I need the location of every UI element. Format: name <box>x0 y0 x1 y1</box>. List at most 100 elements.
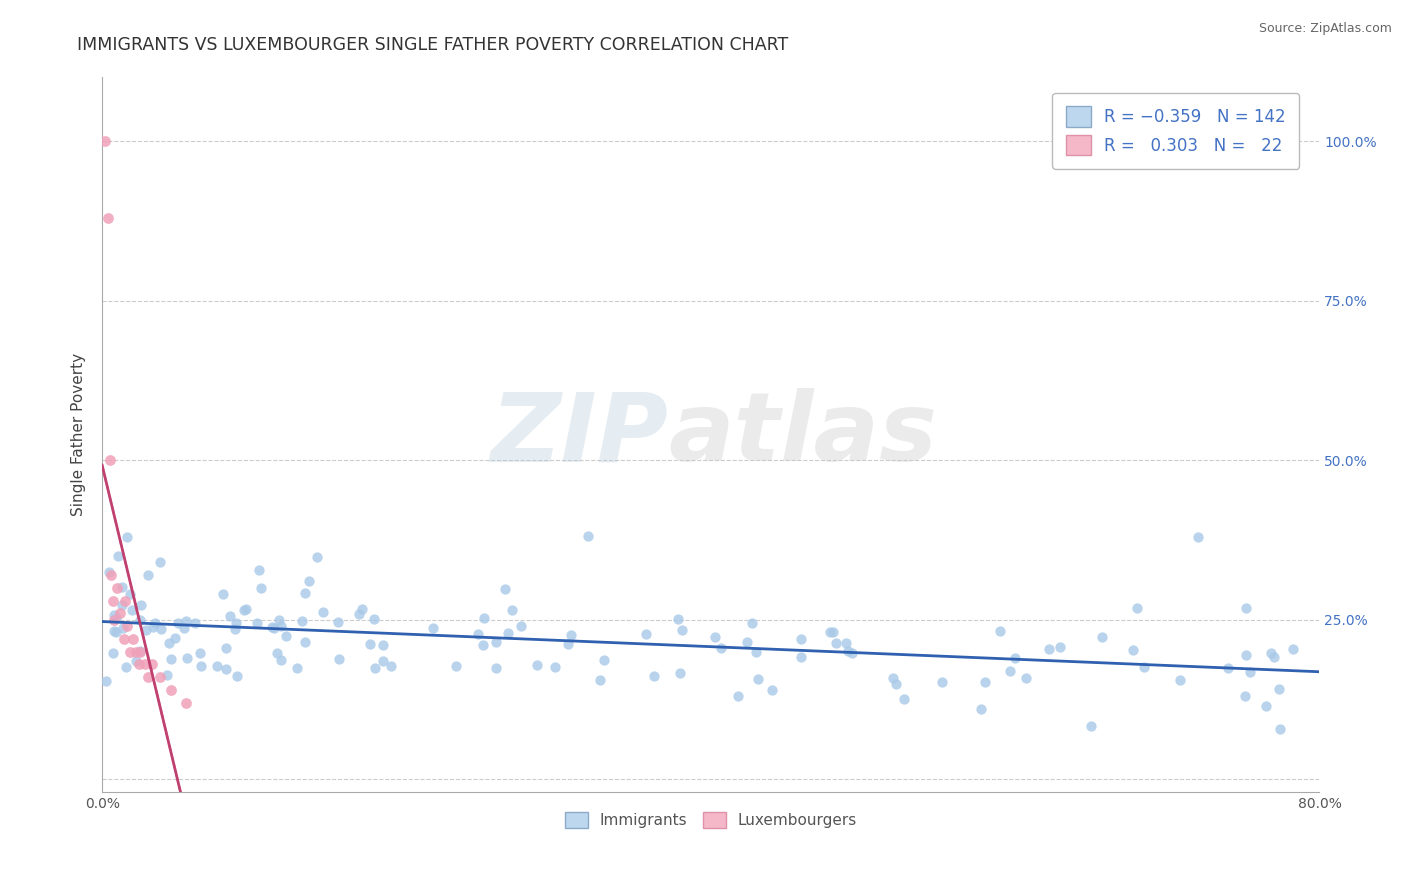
Point <box>761 682 783 697</box>
Point <box>157 636 180 650</box>
Point <box>270 653 292 667</box>
Point <box>98 453 121 467</box>
Point <box>328 652 350 666</box>
Point <box>359 637 381 651</box>
Point <box>128 657 150 672</box>
Point <box>183 615 205 630</box>
Point <box>884 676 907 690</box>
Point <box>1187 530 1209 544</box>
Point <box>163 632 186 646</box>
Point <box>1090 630 1112 644</box>
Point <box>364 661 387 675</box>
Point <box>298 574 321 589</box>
Point <box>225 616 247 631</box>
Point <box>270 619 292 633</box>
Point <box>998 664 1021 678</box>
Point <box>291 614 314 628</box>
Point <box>589 673 612 687</box>
Point <box>557 637 579 651</box>
Point <box>474 611 496 625</box>
Point <box>104 625 127 640</box>
Point <box>576 529 599 543</box>
Point <box>882 671 904 685</box>
Point <box>1263 650 1285 665</box>
Point <box>1080 719 1102 733</box>
Point <box>485 661 508 675</box>
Point <box>1122 642 1144 657</box>
Point <box>350 602 373 616</box>
Point <box>1234 600 1257 615</box>
Point <box>510 618 533 632</box>
Point <box>703 630 725 644</box>
Point <box>1038 642 1060 657</box>
Point <box>347 607 370 622</box>
Point <box>107 549 129 563</box>
Point <box>129 645 152 659</box>
Point <box>149 670 172 684</box>
Point <box>247 563 270 577</box>
Point <box>1281 641 1303 656</box>
Point <box>125 645 148 659</box>
Point <box>790 632 813 647</box>
Point <box>671 623 693 637</box>
Text: atlas: atlas <box>668 388 938 481</box>
Point <box>128 643 150 657</box>
Point <box>735 635 758 649</box>
Point <box>134 657 156 672</box>
Point <box>1267 682 1289 697</box>
Point <box>235 601 257 615</box>
Point <box>727 690 749 704</box>
Point <box>1256 698 1278 713</box>
Legend: Immigrants, Luxembourgers: Immigrants, Luxembourgers <box>558 806 863 834</box>
Point <box>136 568 159 582</box>
Point <box>312 605 335 619</box>
Point <box>745 645 768 659</box>
Point <box>97 211 120 225</box>
Point <box>135 623 157 637</box>
Point <box>1268 722 1291 736</box>
Point <box>893 692 915 706</box>
Point <box>104 611 127 625</box>
Point <box>101 593 124 607</box>
Point <box>143 616 166 631</box>
Point <box>149 555 172 569</box>
Point <box>174 614 197 628</box>
Point <box>294 586 316 600</box>
Point <box>1233 689 1256 703</box>
Point <box>841 646 863 660</box>
Point <box>371 654 394 668</box>
Point <box>173 621 195 635</box>
Point <box>1236 648 1258 663</box>
Point <box>263 621 285 635</box>
Point <box>973 675 995 690</box>
Y-axis label: Single Father Poverty: Single Father Poverty <box>72 353 86 516</box>
Point <box>218 609 240 624</box>
Point <box>666 612 689 626</box>
Point <box>205 659 228 673</box>
Point <box>526 657 548 672</box>
Point <box>560 628 582 642</box>
Point <box>103 613 125 627</box>
Point <box>224 622 246 636</box>
Point <box>150 623 173 637</box>
Point <box>1015 671 1038 685</box>
Point <box>1218 661 1240 675</box>
Point <box>142 619 165 633</box>
Point <box>285 661 308 675</box>
Point <box>120 587 142 601</box>
Point <box>1239 665 1261 680</box>
Point <box>643 669 665 683</box>
Point <box>380 659 402 673</box>
Point <box>363 612 385 626</box>
Point <box>114 593 136 607</box>
Point <box>111 599 134 613</box>
Point <box>129 598 152 612</box>
Point <box>471 638 494 652</box>
Point <box>837 644 859 658</box>
Point <box>294 634 316 648</box>
Point <box>100 568 122 582</box>
Point <box>1004 651 1026 665</box>
Point <box>669 666 692 681</box>
Point <box>741 616 763 631</box>
Point <box>226 669 249 683</box>
